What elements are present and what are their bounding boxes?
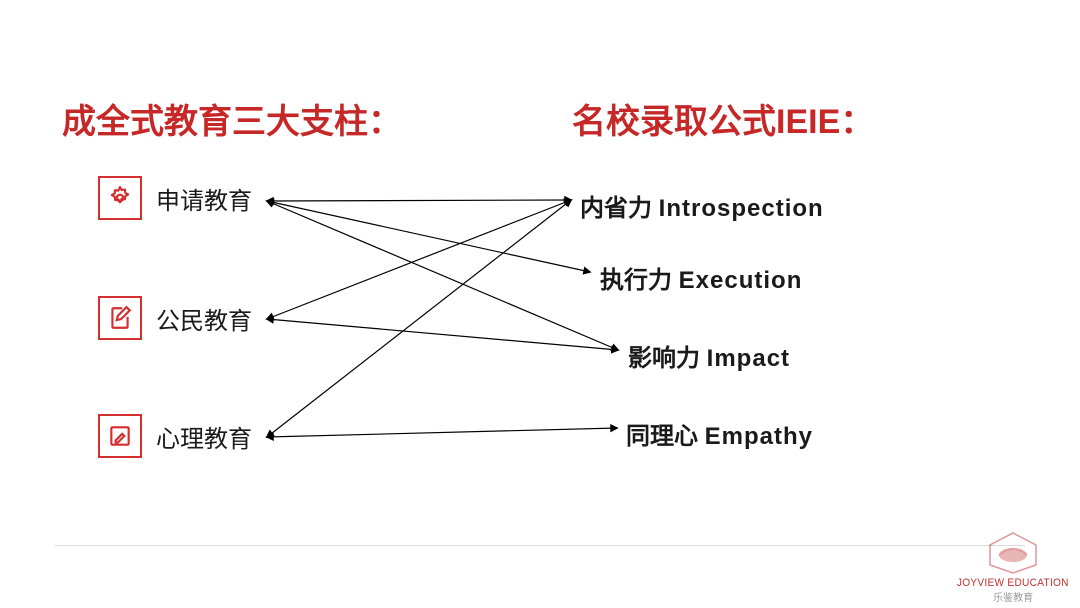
ieie-impact-en: Impact (707, 345, 790, 372)
ieie-impact-zh: 影响力 (628, 345, 700, 372)
brand-logo: JOYVIEW EDUCATION 乐鉴教育 (952, 531, 1074, 604)
gear-icon (98, 176, 142, 220)
pillar-civic: 公民教育 (98, 296, 252, 340)
ieie-impact: 影响力 Impact (628, 338, 790, 373)
right-heading: 名校录取公式IEIE： (572, 94, 874, 143)
brand-name-en: JOYVIEW EDUCATION (957, 577, 1069, 589)
pillar-apply-label: 申请教育 (156, 181, 252, 216)
pencil-note-icon (98, 414, 142, 458)
brand-name-zh: 乐鉴教育 (952, 589, 1074, 604)
edit-doc-icon (98, 296, 142, 340)
ieie-introspection-zh: 内省力 (580, 195, 652, 222)
pillar-psych-label: 心理教育 (156, 419, 252, 454)
ieie-empathy-en: Empathy (705, 423, 813, 450)
ieie-execution-zh: 执行力 (600, 267, 672, 294)
left-heading: 成全式教育三大支柱： (62, 94, 402, 143)
pillar-apply: 申请教育 (98, 176, 252, 220)
ieie-introspection: 内省力 Introspection (580, 188, 824, 223)
ieie-introspection-en: Introspection (659, 195, 824, 222)
pillar-civic-label: 公民教育 (156, 301, 252, 336)
footer-divider (55, 545, 1025, 546)
pillar-psych: 心理教育 (98, 414, 252, 458)
ieie-execution: 执行力 Execution (600, 260, 802, 295)
ieie-empathy-zh: 同理心 (626, 423, 698, 450)
ieie-execution-en: Execution (679, 267, 803, 294)
diagram-stage: 成全式教育三大支柱： 名校录取公式IEIE： 申请教育 公民教育 心理教育 内省… (0, 0, 1080, 608)
ieie-empathy: 同理心 Empathy (626, 416, 813, 451)
